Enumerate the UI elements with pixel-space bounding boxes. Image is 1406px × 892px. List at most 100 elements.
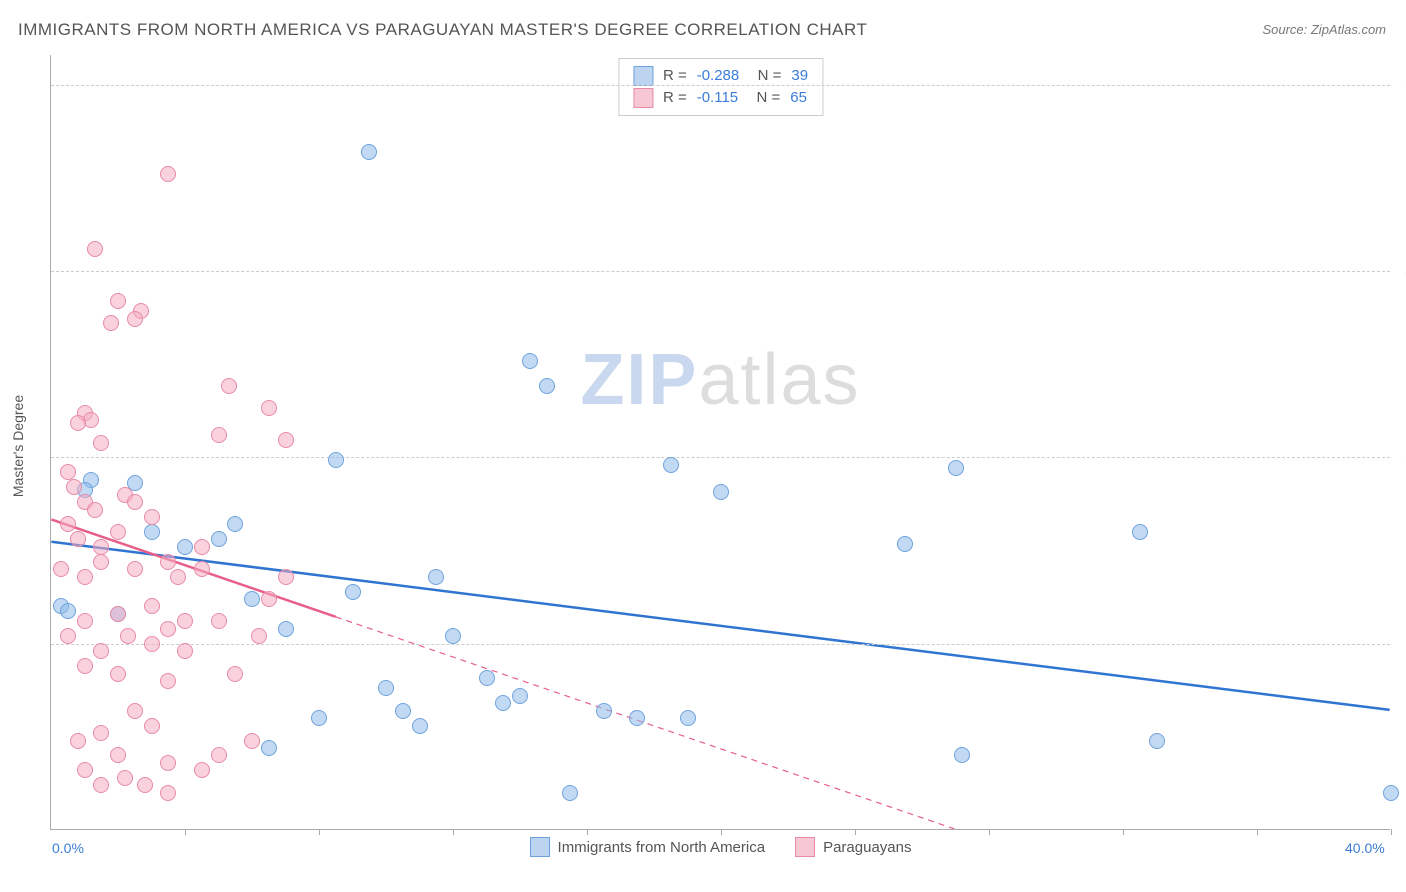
scatter-point-pink bbox=[144, 598, 160, 614]
legend-row-pink: R = -0.115 N = 65 bbox=[633, 87, 808, 109]
scatter-point-blue bbox=[345, 584, 361, 600]
scatter-point-pink bbox=[127, 561, 143, 577]
scatter-point-blue bbox=[177, 539, 193, 555]
scatter-point-blue bbox=[897, 536, 913, 552]
scatter-point-pink bbox=[60, 516, 76, 532]
x-tick bbox=[587, 829, 588, 835]
trend-lines bbox=[51, 55, 1390, 829]
scatter-point-pink bbox=[160, 673, 176, 689]
scatter-point-blue bbox=[412, 718, 428, 734]
x-tick bbox=[721, 829, 722, 835]
watermark: ZIPatlas bbox=[580, 339, 860, 421]
scatter-point-pink bbox=[110, 293, 126, 309]
scatter-point-pink bbox=[66, 479, 82, 495]
legend-item-blue: Immigrants from North America bbox=[530, 837, 766, 857]
scatter-point-pink bbox=[110, 666, 126, 682]
scatter-point-blue bbox=[629, 710, 645, 726]
scatter-point-pink bbox=[211, 427, 227, 443]
scatter-point-blue bbox=[244, 591, 260, 607]
scatter-point-pink bbox=[221, 378, 237, 394]
scatter-point-pink bbox=[127, 494, 143, 510]
scatter-point-pink bbox=[261, 591, 277, 607]
scatter-point-pink bbox=[60, 464, 76, 480]
scatter-point-pink bbox=[160, 785, 176, 801]
legend-label-pink: Paraguayans bbox=[823, 839, 911, 856]
scatter-point-pink bbox=[103, 315, 119, 331]
scatter-point-pink bbox=[70, 415, 86, 431]
scatter-point-pink bbox=[177, 643, 193, 659]
scatter-point-blue bbox=[596, 703, 612, 719]
scatter-point-pink bbox=[160, 755, 176, 771]
scatter-point-pink bbox=[160, 554, 176, 570]
stat-n-label: N = bbox=[749, 65, 781, 87]
gridline bbox=[51, 85, 1390, 86]
scatter-point-blue bbox=[1149, 733, 1165, 749]
scatter-point-blue bbox=[428, 569, 444, 585]
scatter-point-pink bbox=[77, 613, 93, 629]
scatter-point-pink bbox=[53, 561, 69, 577]
scatter-point-pink bbox=[77, 762, 93, 778]
plot-area: ZIPatlas R = -0.288 N = 39 R = -0.115 N … bbox=[50, 55, 1390, 830]
scatter-point-pink bbox=[261, 400, 277, 416]
scatter-point-pink bbox=[194, 539, 210, 555]
scatter-point-blue bbox=[211, 531, 227, 547]
x-tick bbox=[185, 829, 186, 835]
scatter-point-blue bbox=[445, 628, 461, 644]
swatch-pink bbox=[795, 837, 815, 857]
scatter-point-blue bbox=[60, 603, 76, 619]
scatter-point-blue bbox=[495, 695, 511, 711]
scatter-point-pink bbox=[93, 435, 109, 451]
scatter-point-blue bbox=[227, 516, 243, 532]
scatter-point-pink bbox=[87, 502, 103, 518]
scatter-point-blue bbox=[395, 703, 411, 719]
scatter-point-pink bbox=[120, 628, 136, 644]
scatter-point-pink bbox=[144, 509, 160, 525]
scatter-point-pink bbox=[144, 636, 160, 652]
legend-row-blue: R = -0.288 N = 39 bbox=[633, 65, 808, 87]
scatter-point-pink bbox=[211, 613, 227, 629]
scatter-point-blue bbox=[539, 378, 555, 394]
scatter-point-pink bbox=[251, 628, 267, 644]
stat-r-label: R = bbox=[663, 87, 687, 109]
legend-top: R = -0.288 N = 39 R = -0.115 N = 65 bbox=[618, 58, 823, 116]
scatter-point-blue bbox=[713, 484, 729, 500]
scatter-point-blue bbox=[948, 460, 964, 476]
swatch-blue bbox=[633, 66, 653, 86]
x-tick bbox=[319, 829, 320, 835]
scatter-point-pink bbox=[77, 569, 93, 585]
scatter-point-pink bbox=[160, 621, 176, 637]
x-tick bbox=[453, 829, 454, 835]
chart-title: IMMIGRANTS FROM NORTH AMERICA VS PARAGUA… bbox=[18, 20, 867, 40]
legend-bottom: Immigrants from North America Paraguayan… bbox=[530, 837, 912, 857]
x-tick bbox=[1123, 829, 1124, 835]
scatter-point-pink bbox=[70, 531, 86, 547]
swatch-pink bbox=[633, 88, 653, 108]
gridline bbox=[51, 271, 1390, 272]
scatter-point-pink bbox=[278, 569, 294, 585]
scatter-point-blue bbox=[512, 688, 528, 704]
stat-n-pink: 65 bbox=[790, 87, 807, 109]
scatter-point-pink bbox=[83, 412, 99, 428]
swatch-blue bbox=[530, 837, 550, 857]
scatter-point-pink bbox=[117, 770, 133, 786]
scatter-point-pink bbox=[110, 747, 126, 763]
scatter-point-pink bbox=[194, 762, 210, 778]
legend-label-blue: Immigrants from North America bbox=[558, 839, 766, 856]
scatter-point-pink bbox=[160, 166, 176, 182]
gridline bbox=[51, 644, 1390, 645]
source-label: Source: ZipAtlas.com bbox=[1262, 22, 1386, 37]
watermark-main: ZIP bbox=[580, 340, 698, 420]
scatter-point-pink bbox=[244, 733, 260, 749]
scatter-point-pink bbox=[110, 524, 126, 540]
scatter-point-pink bbox=[93, 777, 109, 793]
x-tick bbox=[1391, 829, 1392, 835]
scatter-point-pink bbox=[60, 628, 76, 644]
scatter-point-pink bbox=[137, 777, 153, 793]
scatter-point-pink bbox=[127, 311, 143, 327]
scatter-point-pink bbox=[87, 241, 103, 257]
scatter-point-pink bbox=[93, 725, 109, 741]
stat-r-blue: -0.288 bbox=[697, 65, 740, 87]
scatter-point-pink bbox=[227, 666, 243, 682]
scatter-point-blue bbox=[378, 680, 394, 696]
scatter-point-blue bbox=[144, 524, 160, 540]
